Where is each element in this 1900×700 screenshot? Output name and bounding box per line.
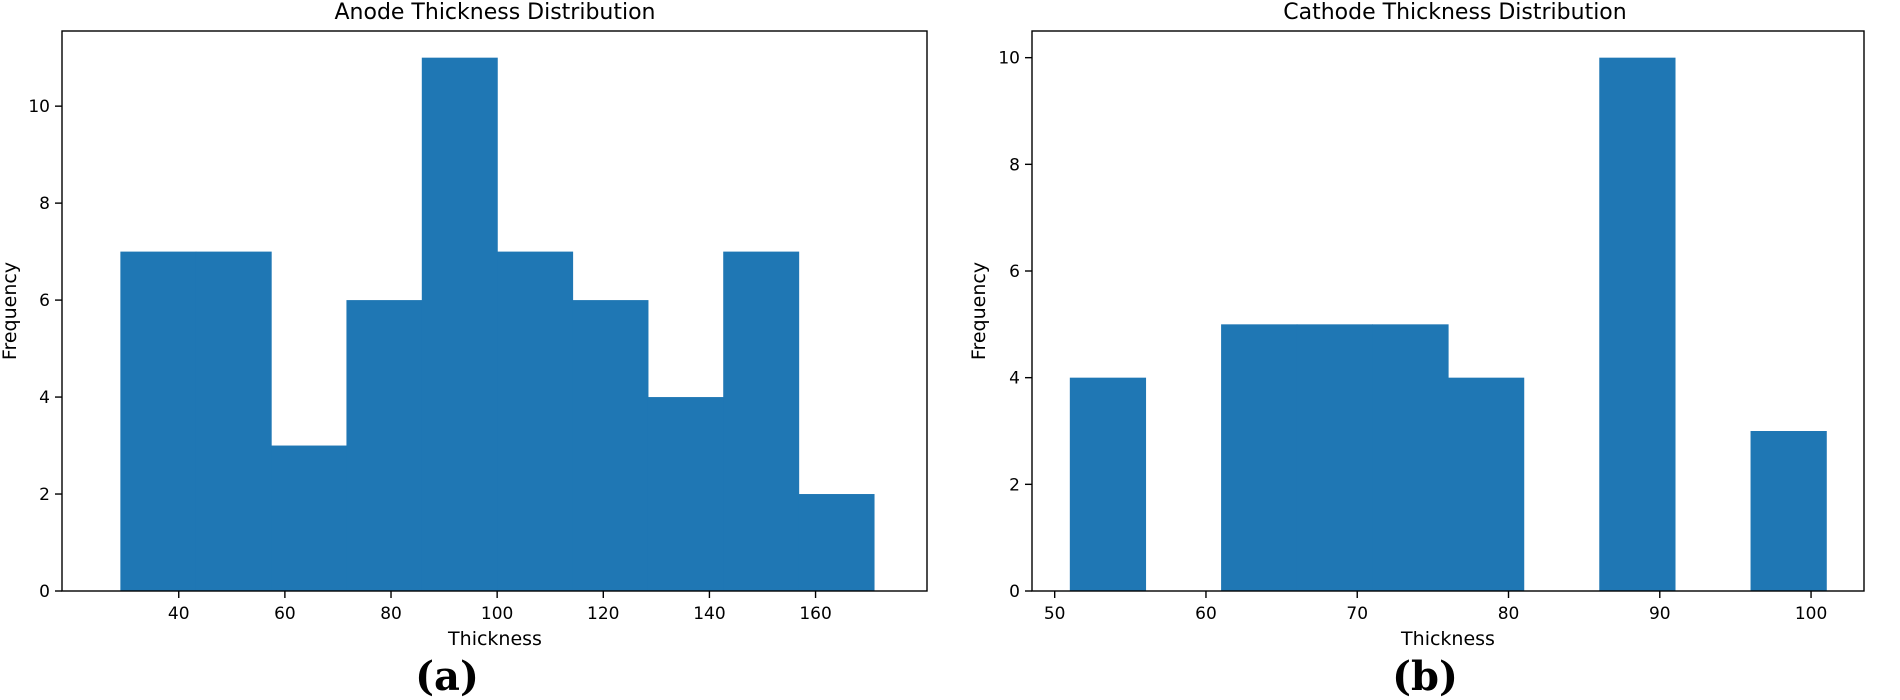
y-tick-label: 4 — [39, 388, 50, 408]
panel-label-b: (b) — [1392, 653, 1458, 700]
x-tick-label: 90 — [1649, 604, 1671, 624]
cathode-histogram-panel: Cathode Thickness Distribution 50 60 70 80 9… — [968, 0, 1865, 700]
y-axis-label: Frequency — [968, 262, 990, 360]
histogram-bar — [647, 397, 724, 591]
cathode-plot-frame — [1031, 30, 1865, 592]
chart-title: Anode Thickness Distribution — [334, 0, 655, 25]
histogram-bar — [1448, 377, 1525, 591]
y-tick-label: 0 — [39, 582, 50, 602]
x-tick-label: 70 — [1346, 604, 1368, 624]
y-tick-label: 8 — [39, 194, 50, 214]
histogram-bar — [1221, 324, 1298, 591]
histogram-bar — [271, 445, 348, 591]
histogram-bar — [346, 300, 423, 591]
x-tick-label: 50 — [1044, 604, 1066, 624]
histogram-bar — [798, 494, 875, 591]
anode-histogram-panel: Anode Thickness Distribution 40 60 80 100 12… — [0, 0, 928, 700]
histogram-bar — [723, 251, 800, 591]
panel-label-a: (a) — [415, 653, 479, 700]
x-tick-label: 100 — [1795, 604, 1827, 624]
histogram-bar — [1372, 324, 1449, 591]
histogram-bar — [1750, 431, 1827, 591]
x-tick-label: 80 — [380, 604, 402, 624]
anode-x-axis-ticks: 40 60 80 100 120 140 160 — [168, 591, 832, 624]
y-tick-label: 4 — [1009, 369, 1020, 389]
histogram-bar — [421, 57, 498, 591]
histogram-bar — [1296, 324, 1373, 591]
histogram-bar — [120, 251, 197, 591]
y-tick-label: 10 — [998, 49, 1020, 69]
anode-y-axis-ticks: 0 2 4 6 8 10 — [28, 97, 62, 602]
anode-plot-frame — [61, 30, 928, 592]
x-tick-label: 140 — [693, 604, 725, 624]
histogram-bar — [497, 251, 574, 591]
histogram-bar — [572, 300, 649, 591]
x-axis-label: Thickness — [447, 628, 542, 650]
x-tick-label: 60 — [274, 604, 296, 624]
chart-title: Cathode Thickness Distribution — [1283, 0, 1626, 25]
x-tick-label: 120 — [587, 604, 619, 624]
y-tick-label: 2 — [39, 485, 50, 505]
y-axis-label: Frequency — [0, 262, 21, 360]
anode-bars — [120, 57, 875, 591]
cathode-y-axis-ticks: 0 2 4 6 8 10 — [998, 49, 1032, 602]
x-tick-label: 100 — [481, 604, 513, 624]
y-tick-label: 0 — [1009, 582, 1020, 602]
x-axis-label: Thickness — [1400, 628, 1495, 650]
x-tick-label: 40 — [168, 604, 190, 624]
x-tick-label: 80 — [1498, 604, 1520, 624]
y-tick-label: 10 — [28, 97, 50, 117]
histogram-bar — [1599, 57, 1676, 591]
x-tick-label: 160 — [799, 604, 831, 624]
y-tick-label: 6 — [39, 291, 50, 311]
y-tick-label: 6 — [1009, 262, 1020, 282]
cathode-x-axis-ticks: 50 60 70 80 90 100 — [1044, 591, 1827, 624]
y-tick-label: 2 — [1009, 475, 1020, 495]
y-tick-label: 8 — [1009, 155, 1020, 175]
x-tick-label: 60 — [1195, 604, 1217, 624]
histogram-bar — [1069, 377, 1147, 591]
cathode-bars — [1069, 57, 1827, 591]
histogram-bar — [195, 251, 272, 591]
